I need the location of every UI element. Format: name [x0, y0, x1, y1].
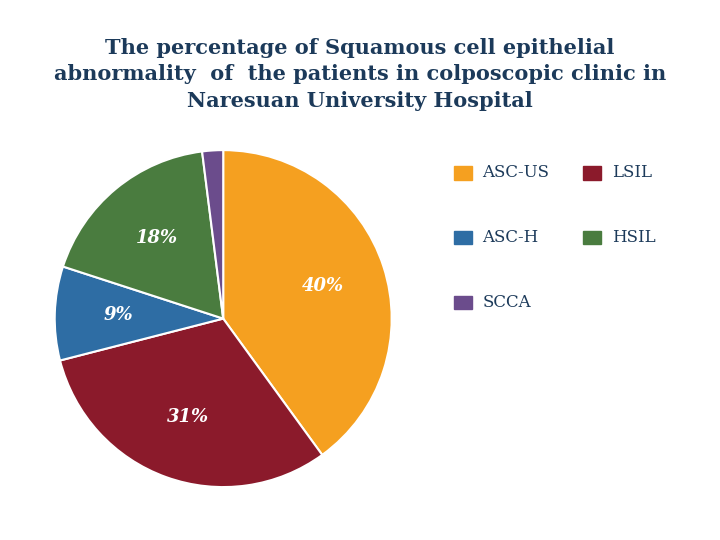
Text: The percentage of Squamous cell epithelial
abnormality  of  the patients in colp: The percentage of Squamous cell epitheli… — [54, 38, 666, 111]
Wedge shape — [60, 319, 323, 487]
Text: HSIL: HSIL — [612, 229, 656, 246]
Bar — [454, 231, 472, 244]
Bar — [583, 231, 601, 244]
Wedge shape — [55, 267, 223, 361]
Wedge shape — [63, 151, 223, 319]
Bar — [454, 166, 472, 179]
Text: LSIL: LSIL — [612, 164, 652, 181]
Text: 31%: 31% — [167, 408, 209, 426]
Text: 40%: 40% — [302, 278, 343, 295]
Text: SCCA: SCCA — [482, 294, 531, 311]
Wedge shape — [202, 150, 223, 319]
Text: ASC-H: ASC-H — [482, 229, 539, 246]
Text: 18%: 18% — [135, 229, 178, 247]
Bar — [454, 295, 472, 309]
Wedge shape — [223, 150, 392, 455]
Text: 9%: 9% — [104, 306, 134, 325]
Bar — [583, 166, 601, 179]
Text: ASC-US: ASC-US — [482, 164, 549, 181]
